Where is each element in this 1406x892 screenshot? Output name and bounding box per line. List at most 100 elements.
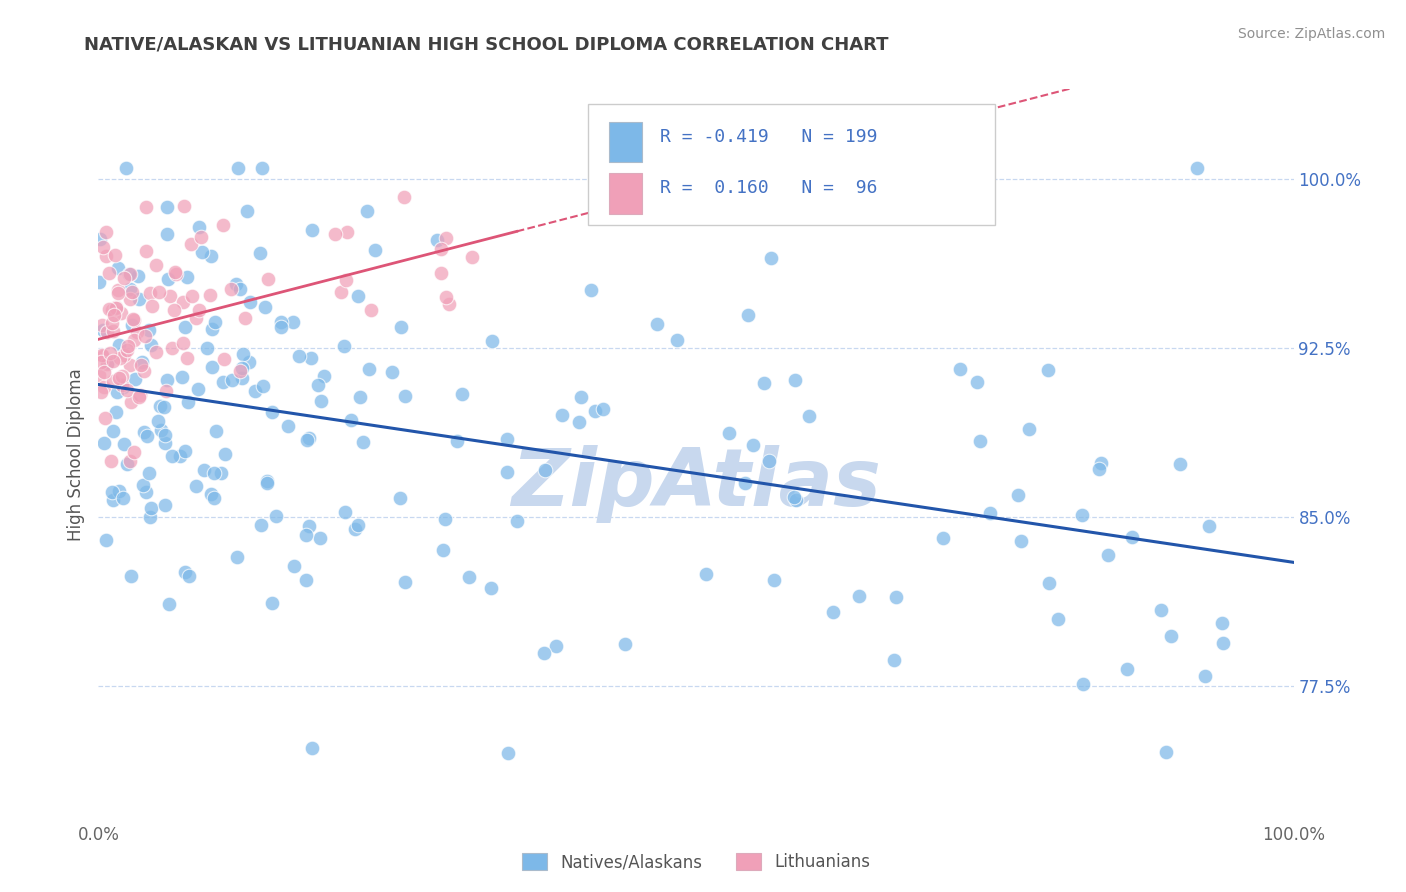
Point	[98, 266, 121, 280]
Point	[90, 354, 112, 368]
Point	[568, 415, 591, 429]
Point	[118, 293, 141, 307]
Point	[129, 359, 152, 373]
Point	[134, 363, 156, 377]
Point	[583, 404, 606, 418]
Point	[204, 315, 226, 329]
Point	[173, 199, 195, 213]
Point	[108, 371, 131, 385]
Point	[309, 531, 332, 545]
Point	[132, 425, 155, 439]
Point	[91, 240, 114, 254]
Point	[120, 395, 142, 409]
Point	[737, 308, 759, 322]
Text: ZipAtlas: ZipAtlas	[510, 445, 882, 524]
Point	[451, 387, 474, 401]
Point	[128, 391, 150, 405]
Point	[150, 423, 173, 437]
Point	[969, 434, 991, 448]
Point	[446, 434, 468, 449]
Point	[89, 232, 111, 246]
Point	[430, 266, 453, 280]
Point	[238, 355, 260, 369]
Point	[145, 258, 167, 272]
Point	[1168, 457, 1191, 471]
Point	[394, 574, 416, 589]
Point	[221, 373, 243, 387]
Point	[108, 483, 131, 498]
Point	[614, 637, 637, 651]
Point	[156, 227, 179, 241]
Point	[201, 322, 224, 336]
Point	[1160, 630, 1182, 644]
Point	[461, 250, 484, 264]
Point	[439, 297, 461, 311]
Point	[432, 542, 454, 557]
Point	[121, 318, 143, 332]
Point	[389, 320, 412, 334]
Point	[381, 365, 404, 379]
Point	[821, 605, 844, 619]
Point	[298, 431, 321, 445]
Point	[260, 405, 283, 419]
Point	[202, 466, 225, 480]
Point	[1194, 669, 1216, 683]
Point	[288, 349, 311, 363]
Point	[101, 424, 124, 438]
Point	[283, 558, 305, 573]
Point	[252, 161, 274, 175]
Point	[506, 514, 529, 528]
Text: Source: ZipAtlas.com: Source: ZipAtlas.com	[1237, 27, 1385, 41]
Point	[149, 399, 172, 413]
Point	[202, 491, 225, 505]
Point	[107, 260, 129, 275]
Point	[734, 475, 756, 490]
Point	[101, 316, 124, 330]
Point	[104, 247, 127, 261]
Point	[1097, 548, 1119, 562]
Point	[87, 275, 110, 289]
Point	[1071, 508, 1094, 523]
Point	[344, 522, 367, 536]
Point	[260, 596, 283, 610]
Point	[93, 366, 115, 380]
Point	[188, 303, 211, 318]
Point	[118, 358, 141, 372]
Point	[128, 388, 150, 402]
Point	[434, 231, 457, 245]
Point	[138, 466, 160, 480]
Point	[333, 505, 356, 519]
Point	[352, 434, 374, 449]
Point	[122, 333, 145, 347]
Point	[1007, 488, 1029, 502]
FancyBboxPatch shape	[589, 103, 995, 225]
Point	[121, 285, 143, 299]
Point	[797, 409, 820, 423]
Point	[717, 425, 740, 440]
Point	[163, 302, 186, 317]
Point	[186, 310, 208, 325]
Point	[153, 400, 176, 414]
Point	[592, 401, 614, 416]
Point	[120, 568, 142, 582]
Point	[1038, 363, 1060, 377]
Point	[1010, 533, 1032, 548]
Point	[124, 371, 146, 385]
Point	[89, 368, 111, 383]
Point	[209, 467, 232, 481]
Point	[270, 319, 292, 334]
Point	[172, 336, 194, 351]
Point	[848, 590, 870, 604]
Point	[457, 570, 479, 584]
Legend: Natives/Alaskans, Lithuanians: Natives/Alaskans, Lithuanians	[516, 847, 876, 878]
Point	[226, 161, 249, 175]
Point	[110, 306, 132, 320]
Point	[264, 508, 287, 523]
Point	[323, 227, 346, 242]
Point	[645, 317, 668, 331]
Point	[481, 334, 503, 348]
Point	[231, 371, 253, 385]
Point	[1121, 530, 1143, 544]
Point	[883, 653, 905, 667]
Point	[127, 326, 149, 340]
